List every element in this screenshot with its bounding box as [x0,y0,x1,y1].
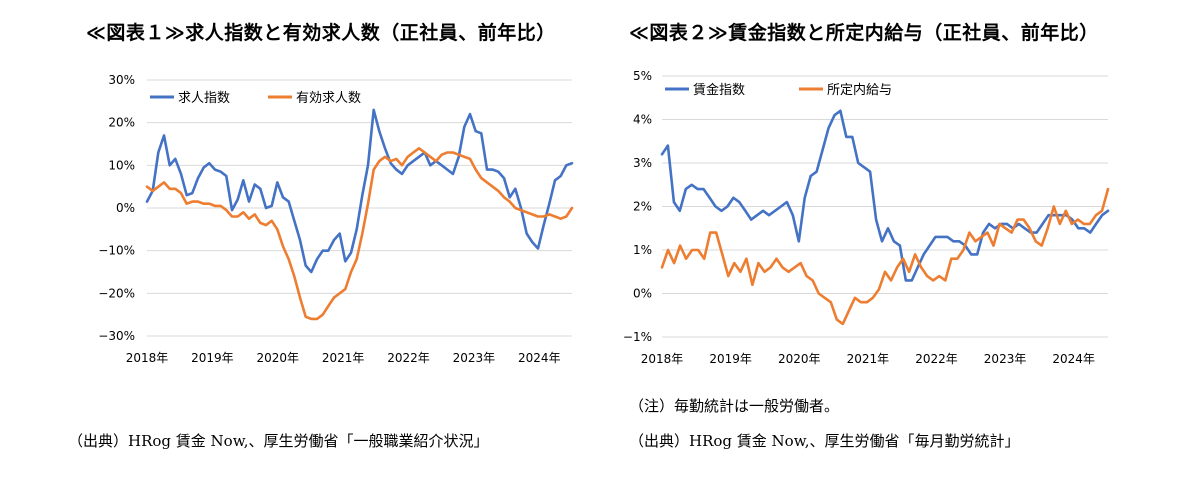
series-line [145,147,574,321]
y-tick-label: 0% [633,287,652,301]
series-line [145,108,574,274]
y-tick-label: 20% [108,116,135,130]
x-tick-label: 2018年 [641,352,684,366]
figure1-chart: 30% 20% 10% 0% −10% −20% −30% 2018年 2019年 2020年 20… [98,73,574,365]
x-tick-label: 2021年 [847,352,890,366]
figure1-panel: ≪図表１≫求人指数と有効求人数（正社員、前年比） 30% 20% 10% 0% −10%… [68,22,574,450]
x-tick-label: 2019年 [709,352,752,366]
legend-label: 有効求人数 [296,91,361,106]
x-tick-label: 2019年 [191,351,234,365]
series-line [660,187,1110,326]
legend-label: 賃金指数 [693,82,745,98]
x-tick-label: 2018年 [126,351,169,365]
x-tick-label: 2024年 [518,351,561,365]
x-tick-label: 2020年 [778,352,821,366]
y-tick-label: −30% [98,329,135,343]
y-tick-label: −1% [623,330,652,344]
figure1-title: ≪図表１≫求人指数と有効求人数（正社員、前年比） [86,22,556,44]
figure2-chart: 5% 4% 3% 2% 1% 0% −1% 2018年 2019年 2020年 2021年 2022年… [623,69,1110,366]
y-tick-label: −20% [98,286,135,300]
y-tick-label: 1% [633,243,652,257]
figure2-source: （出典）HRog 賃金 Now,、厚生労働省「毎月勤労統計」 [629,432,1020,450]
legend-label: 求人指数 [178,91,230,106]
series-line [660,109,1110,282]
y-tick-label: 4% [633,113,652,127]
y-tick-label: 3% [633,156,652,170]
x-tick-label: 2020年 [256,351,299,365]
y-tick-label: −10% [98,244,135,258]
y-tick-label: 0% [116,201,135,215]
figure2-panel: ≪図表２≫賃金指数と所定内給与（正社員、前年比） 5% 4% 3% 2% 1% 0% −1%… [601,0,1202,482]
x-tick-label: 2023年 [984,352,1027,366]
x-tick-label: 2024年 [1052,352,1095,366]
x-tick-label: 2022年 [915,352,958,366]
x-tick-label: 2021年 [322,351,365,365]
y-tick-label: 10% [108,158,135,172]
x-tick-label: 2022年 [387,351,430,365]
figure2-note: （注）毎勤統計は一般労働者。 [629,397,840,415]
x-tick-label: 2023年 [453,351,496,365]
y-tick-label: 2% [633,200,652,214]
figure1-source: （出典）HRog 賃金 Now,、厚生労働省「一般職業紹介状況」 [68,432,489,450]
y-tick-label: 5% [633,69,652,83]
y-tick-label: 30% [108,73,135,87]
legend-label: 所定内給与 [827,82,892,98]
figure2-title: ≪図表２≫賃金指数と所定内給与（正社員、前年比） [629,22,1099,44]
